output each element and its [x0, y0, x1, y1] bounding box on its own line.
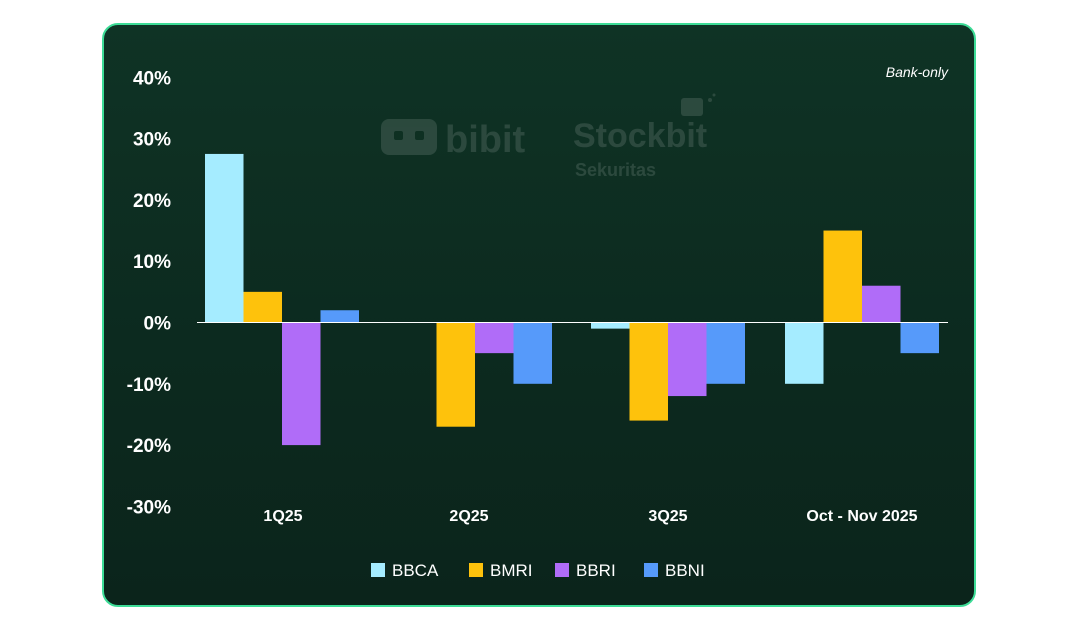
y-tick-label: 40%	[133, 68, 171, 89]
watermark: bibit Stockbit Sekuritas	[381, 93, 716, 180]
x-axis-ticks: 1Q25 2Q25 3Q25 Oct - Nov 2025	[263, 508, 917, 525]
legend-swatch-bbca	[371, 563, 385, 577]
x-tick-label: 2Q25	[449, 508, 488, 525]
bar-bmri-1	[436, 322, 475, 427]
bar-bbni-0	[320, 310, 359, 323]
legend-label-bmri: BMRI	[490, 561, 533, 580]
y-tick-label: 30%	[133, 130, 171, 151]
bank-only-note: Bank-only	[886, 64, 949, 80]
bars	[205, 153, 939, 446]
bar-bbri-3	[862, 285, 901, 323]
watermark-stockbit: Stockbit	[573, 117, 707, 155]
bibit-logo-icon	[381, 119, 437, 155]
legend: BBCA BMRI BBRI BBNI	[371, 561, 705, 580]
bar-bbca-0	[205, 153, 244, 323]
bar-bbri-0	[282, 322, 321, 446]
watermark-sekuritas: Sekuritas	[575, 160, 656, 180]
legend-swatch-bbni	[644, 563, 658, 577]
legend-swatch-bbri	[555, 563, 569, 577]
y-tick-label: -20%	[127, 436, 171, 457]
y-tick-label: 10%	[133, 252, 171, 273]
bar-bbni-3	[900, 322, 939, 354]
bar-bmri-3	[823, 230, 862, 323]
bar-bmri-2	[629, 322, 668, 421]
bar-bbri-2	[668, 322, 707, 397]
legend-label-bbri: BBRI	[576, 561, 616, 580]
legend-label-bbni: BBNI	[665, 561, 705, 580]
legend-label-bbca: BBCA	[392, 561, 439, 580]
stockbit-logo-icon	[681, 93, 716, 116]
legend-swatch-bmri	[469, 563, 483, 577]
bar-bbni-2	[706, 322, 745, 384]
y-tick-label: -30%	[127, 497, 171, 518]
bar-bbni-1	[513, 322, 552, 384]
y-tick-label: 0%	[144, 314, 172, 335]
x-tick-label: Oct - Nov 2025	[806, 508, 917, 525]
bar-bmri-0	[243, 291, 282, 323]
y-tick-label: -10%	[127, 375, 171, 396]
x-tick-label: 1Q25	[263, 508, 302, 525]
y-axis-ticks: 40% 30% 20% 10% 0% -10% -20% -30%	[127, 68, 171, 518]
y-tick-label: 20%	[133, 191, 171, 212]
watermark-bibit: bibit	[445, 119, 526, 161]
bar-bbca-2	[591, 322, 630, 329]
bar-bbca-3	[785, 322, 824, 384]
bar-bbri-1	[475, 322, 514, 354]
x-tick-label: 3Q25	[648, 508, 687, 525]
